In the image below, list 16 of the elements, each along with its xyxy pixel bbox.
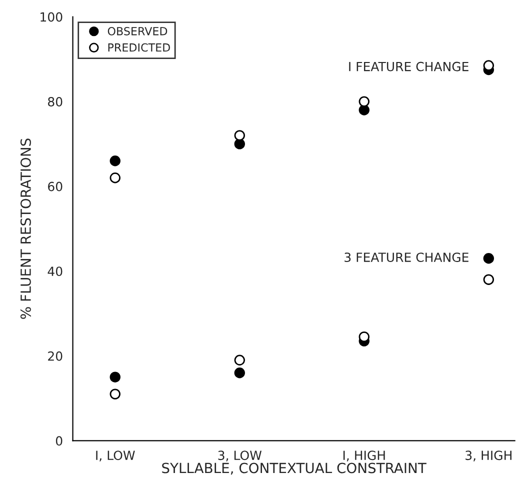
y-axis-title: % FLUENT RESTORATIONS	[20, 138, 31, 319]
y-tick-label: 60	[48, 182, 62, 192]
x-axis-title: SYLLABLE, CONTEXTUAL CONSTRAINT	[162, 462, 426, 475]
x-tick-label: I, LOW	[96, 450, 135, 462]
x-tick-label: 3, LOW	[218, 450, 262, 462]
x-tick-label: 3, HIGH	[466, 450, 512, 462]
x-tick-label: I, HIGH	[343, 450, 385, 462]
annotation: 3 FEATURE CHANGE	[344, 252, 468, 262]
legend-label: PREDICTED	[108, 43, 170, 52]
y-tick-label: 80	[48, 97, 62, 106]
y-tick-label: 20	[48, 351, 62, 361]
legend-label: OBSERVED	[108, 26, 168, 36]
y-tick-label: 40	[48, 266, 62, 276]
y-tick-label: 100	[40, 12, 62, 22]
y-tick-label: 0	[56, 436, 62, 446]
annotation: I FEATURE CHANGE	[349, 62, 468, 72]
